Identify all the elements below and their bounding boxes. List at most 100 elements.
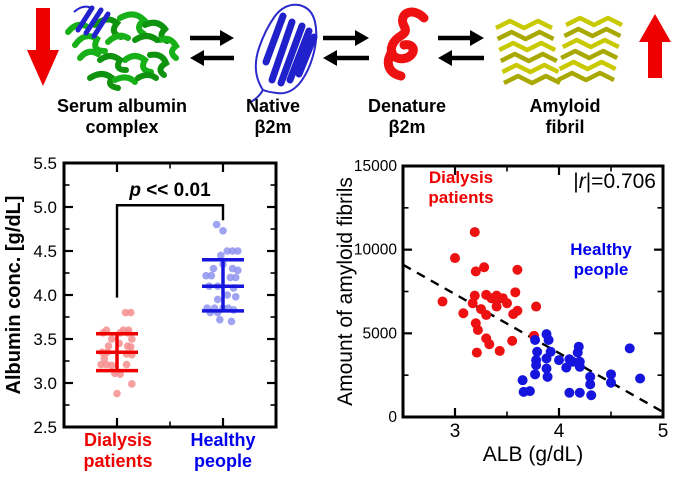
data-point (202, 271, 210, 280)
data-point (472, 324, 483, 335)
data-point (209, 264, 218, 273)
y-tick-label: 5.5 (33, 154, 57, 173)
beta-sheet-row (560, 48, 619, 61)
equilibrium-arrows (323, 30, 369, 66)
beta-sheet-row (561, 37, 620, 50)
amyloid-scatter-canvas: 0 5000 10000 15000 3 4 5 |r|=0.706 Amount of amy… (334, 158, 669, 466)
stage-label-line: complex (85, 117, 159, 137)
data-point (234, 266, 242, 275)
data-point (471, 347, 482, 358)
beta-sheet-row (496, 29, 555, 42)
y-tick-label: 3.0 (33, 374, 57, 393)
stage-label-line: Amyloid (529, 96, 601, 116)
beta-strand (268, 18, 296, 84)
serum-albumin-complex-structure (65, 5, 180, 91)
data-point (586, 390, 597, 401)
group-label-line: Healthy (190, 430, 256, 450)
increase-arrow (639, 14, 671, 78)
y-axis-title: Albumin conc. [g/dL] (3, 196, 25, 395)
data-point (223, 291, 232, 299)
stage-label-amyloid-fibril: Amyloid fibril (513, 96, 617, 138)
data-point (484, 339, 495, 350)
group-label-line: people (193, 451, 252, 471)
y-tick-label: 2.5 (33, 418, 57, 437)
stage-label-line: β2m (388, 117, 426, 137)
albumin-concentration-dot-plot: 2.5 3.0 3.5 4.0 4.5 5.0 5.5 p << 0.01 Albumin co… (0, 148, 330, 477)
group-label-line: Dialysis (83, 430, 153, 450)
green-helix-coil (65, 21, 89, 35)
beta-strand (295, 33, 318, 78)
green-helix-coil (97, 53, 129, 73)
green-helix-coil (132, 33, 160, 43)
data-point (585, 371, 596, 382)
green-helix-coil (87, 71, 121, 91)
stage-label-line: Native (245, 96, 301, 116)
data-point (216, 315, 224, 324)
data-point (223, 247, 232, 255)
data-point (104, 342, 113, 350)
y-tick-label: 3.5 (33, 330, 57, 349)
data-point (207, 271, 216, 280)
green-helix-coil (77, 48, 101, 61)
data-point (532, 346, 543, 357)
significance-bracket (115, 204, 225, 298)
green-helix-coil (122, 53, 154, 75)
y-tick-label: 15000 (354, 158, 397, 175)
reverse-arrow-head (190, 50, 204, 66)
beta-sheet-row (564, 15, 624, 28)
data-point (437, 296, 448, 307)
denatured-chain (386, 7, 429, 64)
green-helix-coil (157, 35, 180, 61)
denatured-chain-tail (383, 47, 406, 81)
native-b2m-structure (247, 3, 318, 104)
data-point (564, 387, 575, 398)
data-point (107, 335, 116, 343)
annotation-line: patients (428, 188, 494, 207)
stage-label-native-b2m: Native β2m (223, 96, 323, 138)
x-tick-label: 5 (658, 421, 669, 442)
x-tick-label: 4 (554, 421, 565, 442)
data-point (567, 356, 578, 367)
beta-sheet-row (501, 62, 560, 75)
pathway-diagram (27, 3, 671, 104)
data-point (502, 298, 512, 309)
x-axis-title: ALB (g/dL) (483, 443, 583, 466)
data-point (543, 335, 554, 346)
stage-label-line: fibril (545, 117, 585, 137)
beta-sheet-row (563, 26, 622, 39)
forward-arrow-head (470, 30, 484, 46)
data-point (530, 335, 541, 346)
blue-loop (73, 5, 94, 13)
y-tick-label: 0 (388, 409, 397, 426)
data-point (212, 220, 221, 229)
y-axis-title: Amount of amyloid fibrils (334, 177, 357, 406)
stage-label-line: Denature (367, 96, 447, 116)
data-point (585, 379, 596, 390)
data-point (458, 308, 469, 319)
equilibrium-arrows (438, 30, 484, 66)
y-tick-label: 4.5 (33, 242, 57, 261)
green-helix-coil (105, 32, 131, 45)
data-point (226, 273, 235, 282)
amyloid-fibril-structure (494, 15, 624, 86)
data-point (531, 360, 542, 371)
data-point (107, 361, 116, 370)
data-point (530, 369, 541, 380)
beta-strand (286, 27, 313, 84)
data-point (573, 341, 584, 352)
data-point (469, 227, 480, 238)
data-point (227, 317, 236, 326)
denature-b2m-structure (383, 7, 429, 81)
y-tick-label: 10000 (354, 242, 397, 259)
forward-arrow-head (220, 30, 234, 46)
group-label-line: patients (83, 451, 153, 471)
beta-sheet-row (558, 59, 617, 72)
annotation-line: Dialysis (428, 168, 494, 187)
stage-label-line: Serum albumin (56, 96, 188, 116)
data-point (126, 308, 135, 317)
group-label-dialysis-patients: Dialysis patients (58, 430, 178, 472)
data-point (213, 295, 222, 304)
group-label-healthy-people: Healthy people (163, 430, 283, 472)
green-helix-coil (72, 33, 108, 54)
